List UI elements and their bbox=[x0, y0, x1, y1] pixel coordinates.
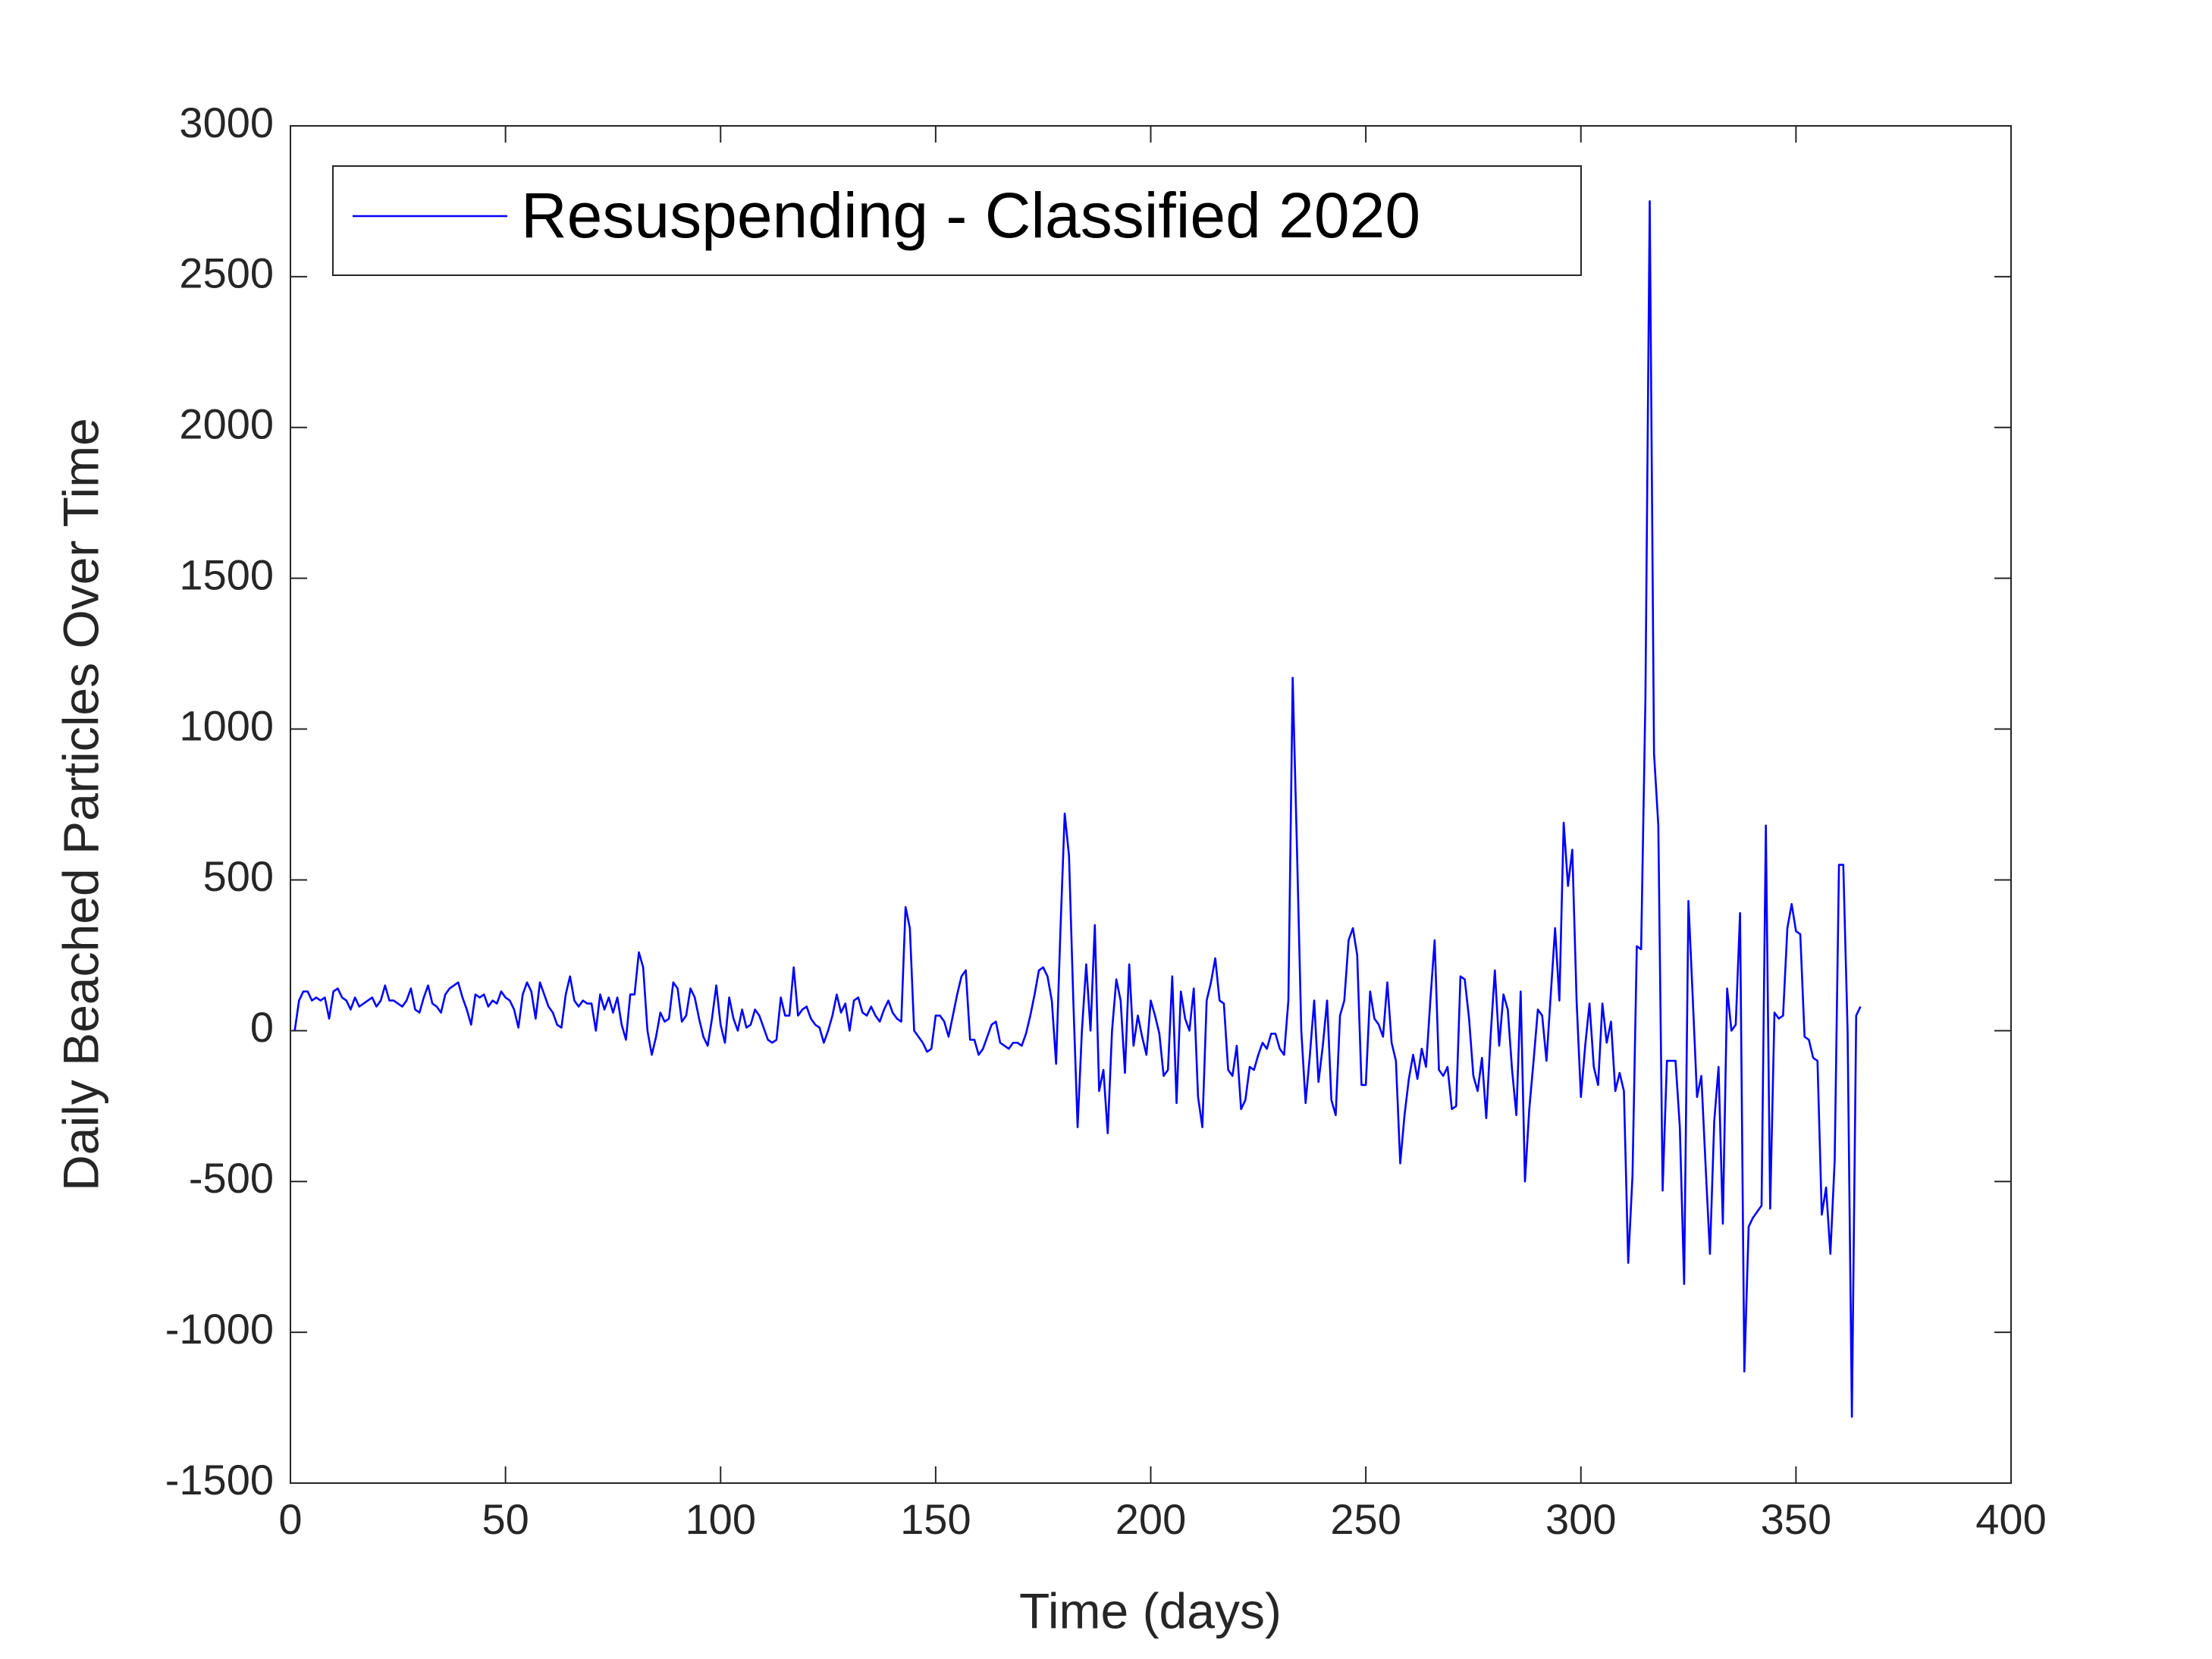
y-tick-label: -1500 bbox=[165, 1456, 274, 1504]
legend-box bbox=[332, 165, 1582, 276]
y-tick-label: -500 bbox=[189, 1154, 274, 1202]
x-tick-label: 100 bbox=[686, 1495, 756, 1543]
x-tick-label: 50 bbox=[482, 1495, 529, 1543]
data-line bbox=[293, 200, 1862, 1418]
plot-frame bbox=[290, 125, 2012, 1484]
y-tick-label: 1000 bbox=[179, 701, 274, 749]
y-tick-label: 2000 bbox=[179, 400, 274, 448]
y-tick-label: -1000 bbox=[165, 1305, 274, 1353]
x-tick-label: 350 bbox=[1761, 1495, 1831, 1543]
y-tick-label: 2500 bbox=[179, 249, 274, 297]
y-axis-label: Daily Beached Particles Over Time bbox=[52, 418, 108, 1191]
x-tick-label: 0 bbox=[278, 1495, 302, 1543]
y-tick-label: 1500 bbox=[179, 550, 274, 598]
x-tick-label: 200 bbox=[1115, 1495, 1186, 1543]
x-tick-label: 250 bbox=[1330, 1495, 1401, 1543]
x-tick-label: 150 bbox=[900, 1495, 971, 1543]
x-axis-label: Time (days) bbox=[1019, 1582, 1282, 1639]
y-tick-label: 3000 bbox=[179, 99, 274, 146]
x-tick-label: 300 bbox=[1545, 1495, 1616, 1543]
x-tick-label: 400 bbox=[1975, 1495, 2046, 1543]
plot-area bbox=[290, 126, 2011, 1483]
y-tick-label: 0 bbox=[250, 1003, 274, 1051]
legend-label: Resuspending - Classified 2020 bbox=[521, 180, 1420, 251]
y-tick-label: 500 bbox=[203, 852, 274, 900]
